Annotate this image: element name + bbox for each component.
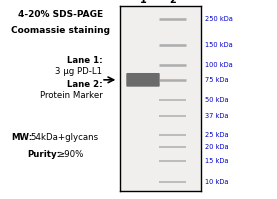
Text: Protein Marker: Protein Marker bbox=[40, 91, 102, 100]
Text: 37 kDa: 37 kDa bbox=[205, 113, 229, 119]
Text: Purity:: Purity: bbox=[28, 150, 61, 159]
Text: 50 kDa: 50 kDa bbox=[205, 97, 229, 103]
Text: 10 kDa: 10 kDa bbox=[205, 179, 229, 185]
Text: 75 kDa: 75 kDa bbox=[205, 77, 229, 83]
Text: 150 kDa: 150 kDa bbox=[205, 42, 233, 48]
Text: Coomassie staining: Coomassie staining bbox=[11, 26, 111, 35]
FancyBboxPatch shape bbox=[126, 73, 160, 87]
Text: 2: 2 bbox=[169, 0, 176, 5]
Text: Lane 1:: Lane 1: bbox=[67, 56, 102, 65]
Text: 1: 1 bbox=[140, 0, 146, 5]
Text: 15 kDa: 15 kDa bbox=[205, 158, 229, 164]
Text: Lane 2:: Lane 2: bbox=[67, 80, 102, 89]
Text: MW:: MW: bbox=[11, 133, 32, 142]
Text: 4-20% SDS-PAGE: 4-20% SDS-PAGE bbox=[18, 10, 104, 19]
Text: 25 kDa: 25 kDa bbox=[205, 132, 229, 139]
Text: ≥90%: ≥90% bbox=[57, 150, 83, 159]
Text: 54kDa+glycans: 54kDa+glycans bbox=[30, 133, 98, 142]
Text: 20 kDa: 20 kDa bbox=[205, 144, 229, 150]
Text: 3 μg PD-L1: 3 μg PD-L1 bbox=[55, 67, 102, 76]
Text: 100 kDa: 100 kDa bbox=[205, 62, 233, 68]
Text: 250 kDa: 250 kDa bbox=[205, 16, 233, 22]
